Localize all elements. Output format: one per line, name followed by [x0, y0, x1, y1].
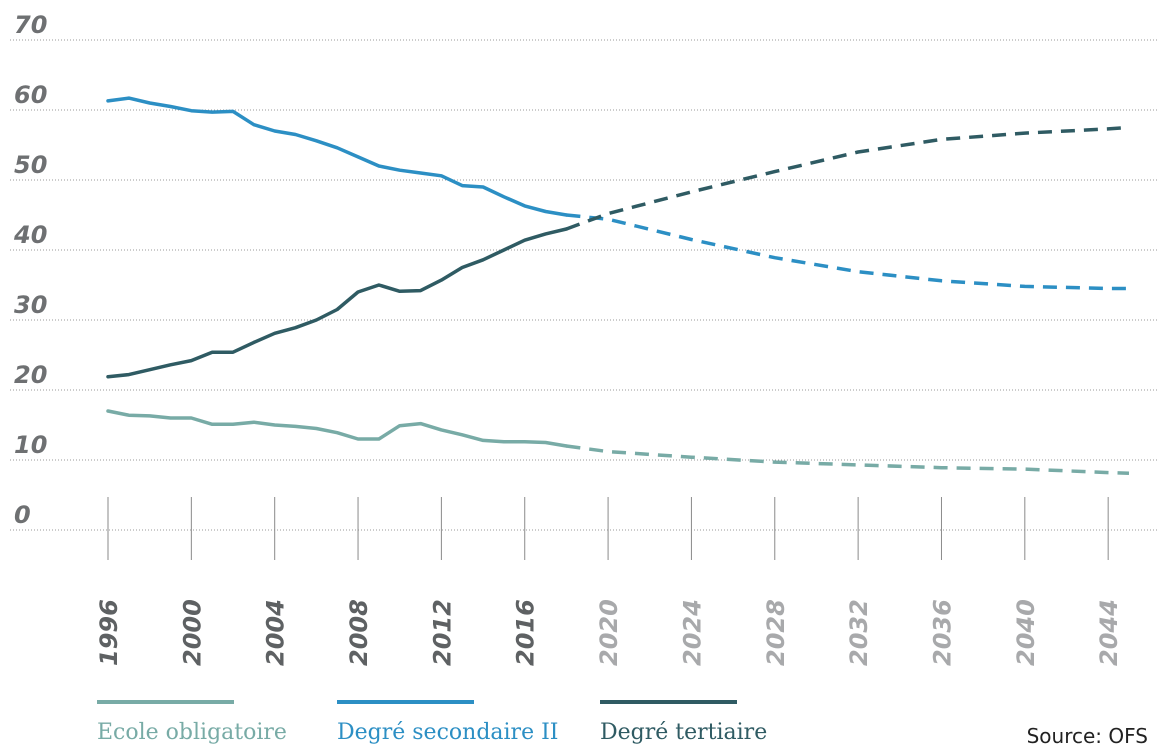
- x-tick-label: 2044: [1095, 599, 1123, 666]
- x-tick-label: 2040: [1012, 599, 1040, 666]
- x-tick-label: 2036: [928, 599, 956, 666]
- series-line-projection: [566, 213, 1129, 291]
- y-tick-label: 70: [14, 11, 47, 39]
- y-tick-label: 40: [13, 221, 47, 249]
- legend-label: Degré secondaire II: [337, 720, 559, 745]
- y-tick-label: 60: [14, 81, 47, 109]
- x-axis: 1996 2000 2004 2008 2012 2016 2020 2024 2028 2032…: [95, 497, 1123, 666]
- legend-swatch: [600, 700, 737, 704]
- y-axis-ticks: 0 10 20 30 40 50 60 70: [13, 11, 47, 529]
- x-tick-label: 2016: [512, 599, 540, 666]
- series-line-actual: [106, 96, 569, 217]
- series-line-actual: [106, 227, 569, 379]
- y-tick-label: 20: [14, 361, 47, 389]
- x-tick-label: 2000: [178, 599, 206, 666]
- legend-item-degre-tertiaire: Degré tertiaire: [600, 700, 800, 749]
- x-tick-label: 2012: [428, 599, 456, 666]
- legend-label: Ecole obligatoire: [97, 720, 287, 745]
- legend-item-degre-secondaire: Degré secondaire II: [337, 700, 577, 749]
- source-note: Source: OFS: [1026, 724, 1148, 748]
- x-tick-label: 2020: [595, 599, 623, 666]
- line-chart: 0 10 20 30 40 50 60 70 1996 2000 2004 2008 2012 2016…: [10, 11, 1158, 666]
- legend-label: Degré tertiaire: [600, 720, 768, 745]
- series-lines: [106, 96, 1130, 476]
- x-tick-label: 2004: [262, 599, 290, 666]
- legend-swatch: [97, 700, 234, 704]
- x-tick-label: 2028: [762, 599, 790, 666]
- series-line-actual: [106, 409, 569, 448]
- legend-swatch: [337, 700, 474, 704]
- legend-item-ecole-obligatoire: Ecole obligatoire: [97, 700, 297, 749]
- gridlines: [10, 39, 1158, 531]
- y-tick-label: 50: [14, 151, 47, 179]
- x-tick-label: 1996: [95, 599, 123, 666]
- x-tick-label: 2024: [678, 599, 706, 666]
- y-tick-label: 30: [14, 291, 47, 319]
- series-line-projection: [566, 444, 1130, 476]
- series-line-projection: [565, 125, 1130, 231]
- x-tick-label: 2032: [845, 599, 873, 666]
- x-tick-label: 2008: [345, 599, 373, 666]
- y-tick-label: 10: [14, 431, 47, 459]
- y-tick-label: 0: [14, 501, 31, 529]
